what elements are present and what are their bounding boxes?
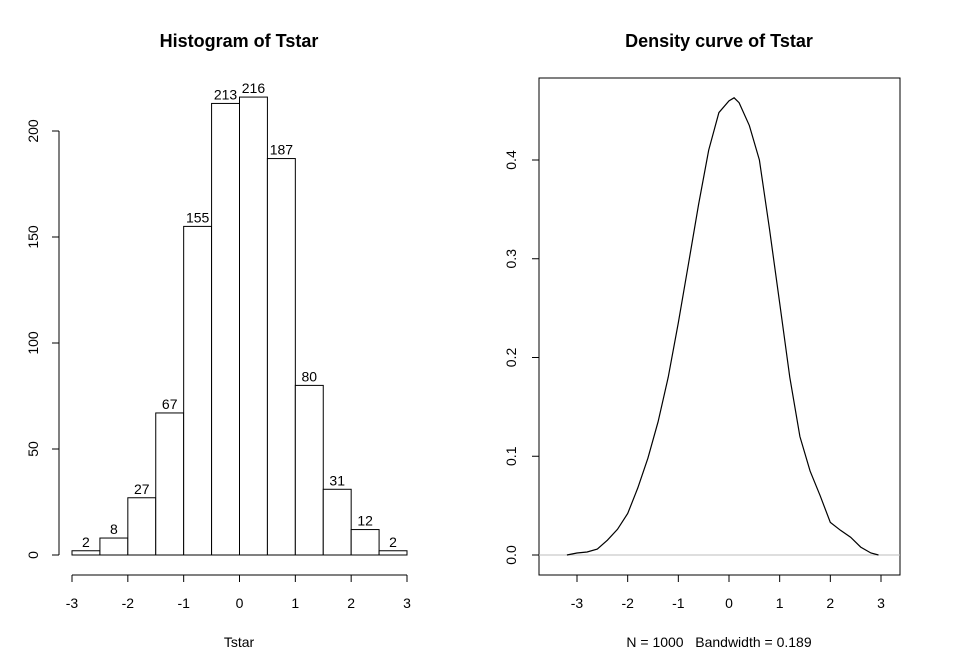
density-x-tick-label: 0 [725,595,733,611]
density-x-axis-label: N = 1000 Bandwidth = 0.189 [626,634,811,650]
density-x-tick-label: 1 [776,595,784,611]
histogram-bar [99,537,129,556]
histogram-x-tick-label: -1 [177,595,190,611]
density-x-tick-label: -1 [672,595,685,611]
histogram-bar [71,550,101,556]
histogram-title: Histogram of Tstar [160,31,319,51]
density-y-tick-label: 0.0 [503,545,519,565]
histogram-bar-label: 31 [329,472,345,488]
histogram-bar-label: 213 [214,86,238,102]
histogram-bar-label: 12 [357,513,373,529]
histogram-y-tick-label: 50 [25,441,41,457]
histogram-bar [239,96,268,556]
histogram-bar [266,158,296,556]
histogram-bar-label: 27 [134,481,150,497]
histogram-bar [127,497,157,556]
histogram-y-axis: 0 50 100 150 200 [25,119,60,559]
density-curve-line [566,97,879,556]
histogram-bar [350,529,380,556]
histogram-bar-label: 155 [186,209,210,225]
histogram-bar [322,488,352,556]
histogram-y-tick-label: 0 [25,551,41,559]
histogram-bars [71,96,408,556]
histogram-bar-label: 216 [242,80,266,96]
histogram-bar-label: 8 [110,521,118,537]
density-y-tick-label: 0.1 [503,446,519,466]
density-y-tick-label: 0.3 [503,249,519,269]
histogram-y-tick-label: 100 [25,331,41,355]
histogram-bar [294,384,324,556]
density-x-tick-label: 3 [877,595,885,611]
histogram-bar-label: 187 [270,142,294,158]
density-y-tick-label: 0.2 [503,348,519,368]
histogram-x-axis-label: Tstar [224,634,255,650]
density-panel: Density curve of Tstar -3 -2 -1 0 1 2 3 0.0 0.1… [503,31,901,650]
histogram-x-axis: -3 -2 -1 0 1 2 3 [66,574,411,611]
density-y-tick-label: 0.4 [503,150,519,170]
histogram-bar-label: 67 [162,396,178,412]
histogram-bar-label: 2 [82,534,90,550]
histogram-x-tick-label: -3 [66,595,79,611]
histogram-x-tick-label: 3 [403,595,411,611]
density-y-axis: 0.0 0.1 0.2 0.3 0.4 [503,150,539,565]
density-x-tick-label: 2 [826,595,834,611]
histogram-y-tick-label: 200 [25,119,41,143]
histogram-bar-label: 2 [389,534,397,550]
histogram-data-labels: 2 8 27 67 155 213 216 187 80 31 12 2 [82,80,397,550]
histogram-x-tick-label: 2 [347,595,355,611]
density-plot-box [538,77,901,576]
histogram-bar [211,102,240,556]
histogram-bar [378,550,408,556]
histogram-y-tick-label: 150 [25,225,41,249]
density-title: Density curve of Tstar [625,31,813,51]
histogram-bar [183,225,213,556]
histogram-x-tick-label: 0 [236,595,244,611]
histogram-bar [155,412,185,556]
density-x-tick-label: -3 [571,595,584,611]
density-x-axis: -3 -2 -1 0 1 2 3 [571,575,885,611]
density-x-tick-label: -2 [621,595,634,611]
histogram-x-tick-label: -2 [122,595,135,611]
histogram-bar-label: 80 [302,368,318,384]
histogram-x-tick-label: 1 [291,595,299,611]
